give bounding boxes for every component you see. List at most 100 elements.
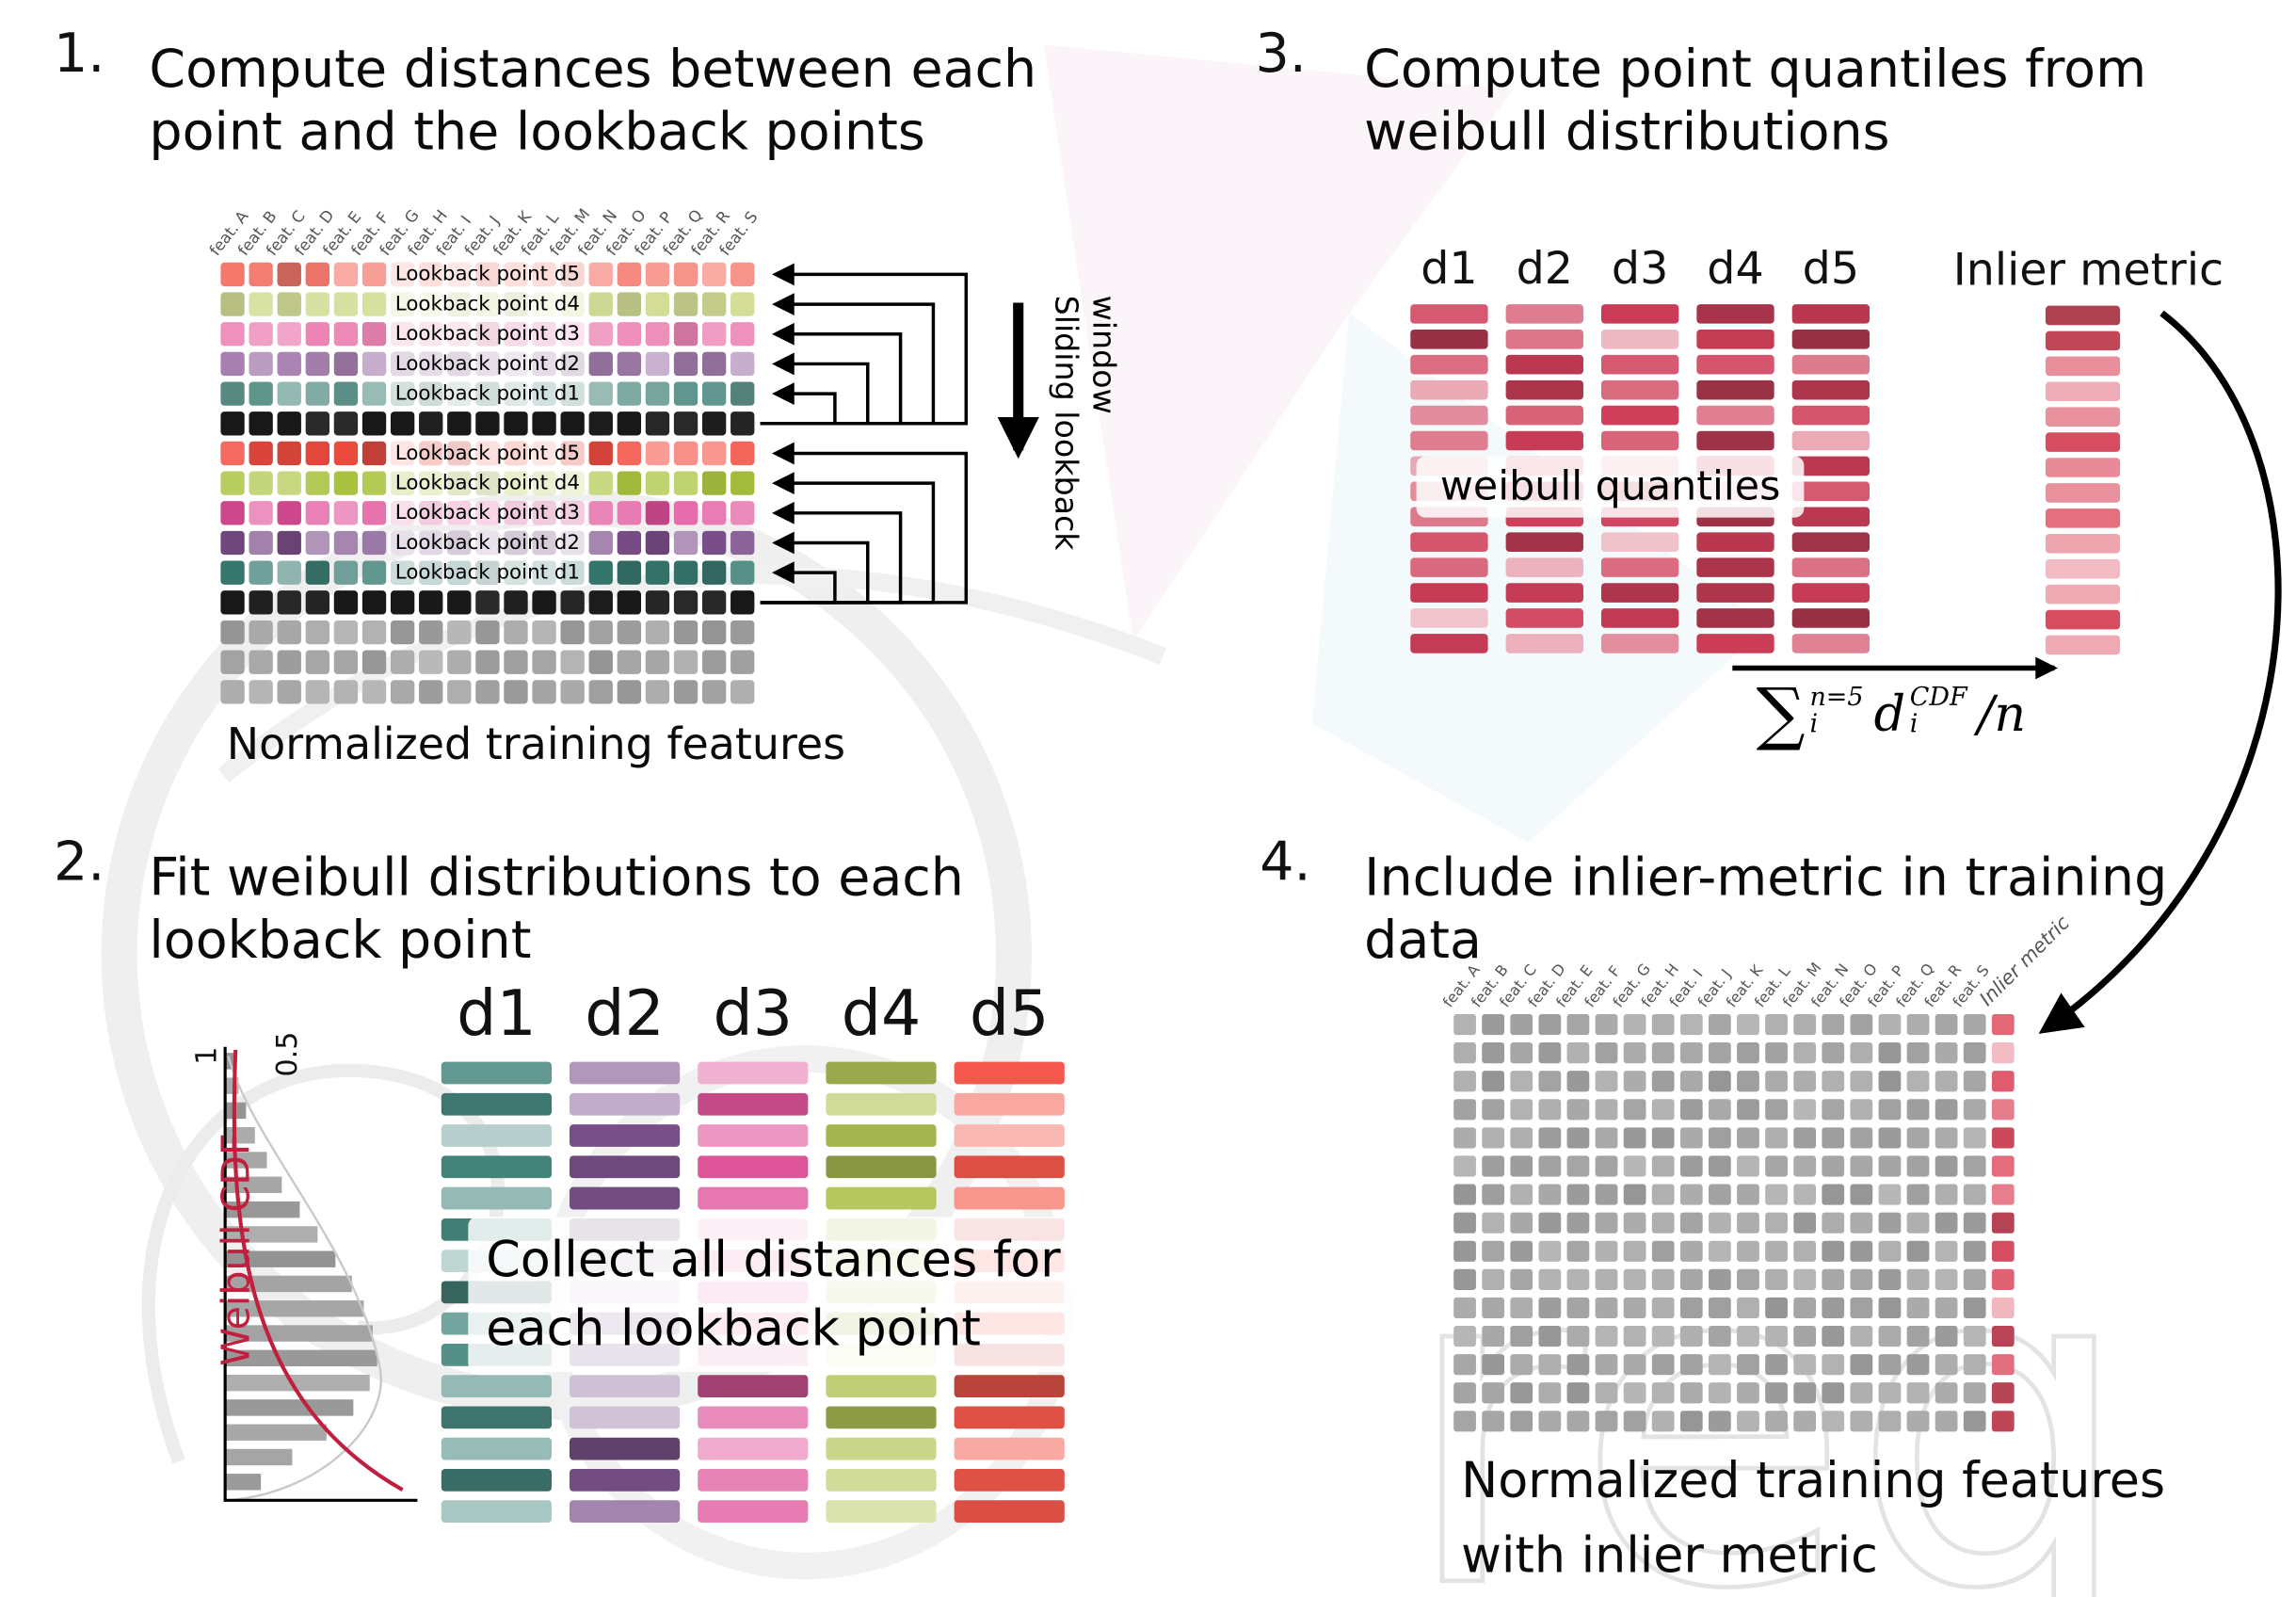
feature-cell [390,680,415,704]
p4-feature-matrix [1453,1013,2015,1439]
feature-cell [1510,1268,1533,1290]
feature-cell [731,471,755,495]
distance-bar [954,1092,1065,1116]
feature-cell [305,650,330,674]
feature-cell [220,501,245,525]
feature-cell [1737,1268,1759,1290]
feature-cell [419,680,443,704]
feature-cell [1963,1382,1986,1404]
distance-bar [826,1124,937,1147]
inlier-cell [1991,1382,2015,1404]
feature-cell [588,680,613,704]
feature-cell [701,560,727,585]
feature-cell [504,620,528,645]
distance-bar [1791,354,1871,375]
feature-cell [1651,1127,1675,1149]
feature-cell [560,590,585,615]
column-header: d1 [1421,243,1478,296]
distance-bar [1791,304,1871,324]
feature-cell [617,650,642,674]
feature-cell [277,381,301,406]
feature-cell [220,471,245,495]
p1-matrix-row [220,650,755,674]
distance-bar [698,1124,809,1147]
feature-cell [617,292,642,316]
feature-cell [701,322,727,347]
feature-cell [731,501,755,525]
distance-bar [954,1186,1065,1210]
feature-cell [1566,1297,1590,1319]
feature-cell [1709,1411,1731,1432]
feature-cell [333,262,359,287]
distance-bar [570,1500,681,1524]
inlier-cell [1991,1071,2015,1092]
feature-cell [249,620,273,645]
p4-number: 4. [1260,831,1311,894]
inlier-cell [1991,1013,2015,1036]
feature-cell [1906,1127,1930,1149]
feature-cell [645,351,670,377]
p1-matrix-row: Lookback point d2 [220,530,755,556]
distance-bar [1791,330,1871,349]
distance-bar [698,1155,809,1179]
feature-cell [731,620,755,645]
feature-cell [532,680,556,704]
feature-cell [333,680,359,704]
feature-cell [305,381,330,406]
feature-cell [673,322,698,347]
p3-overlay-label: weibull quantiles [1416,456,1805,518]
feature-cell [419,590,443,615]
formula-var-sub: i [1909,709,1919,740]
feature-cell [1709,1099,1731,1121]
feature-cell [1566,1240,1590,1262]
feature-cell [1510,1099,1533,1121]
distance-bar [1505,405,1583,426]
feature-cell [1595,1013,1618,1036]
feature-cell [1679,1325,1703,1347]
feature-cell [1765,1155,1788,1177]
p1-matrix-row: Lookback point d5 [220,441,755,466]
feature-cell [1737,1411,1759,1432]
distance-bar [1696,405,1774,426]
feature-cell [1935,1099,1958,1121]
distance-bar [1410,608,1488,628]
feature-cell [1878,1354,1902,1376]
feature-cell [1679,1354,1703,1376]
feature-cell [1963,1099,1986,1121]
feature-cell [504,411,528,436]
feature-cell [1623,1382,1646,1404]
feature-cell [1453,1155,1476,1177]
feature-cell [673,262,698,287]
feature-cell [1878,1325,1902,1347]
feature-cell [1906,1013,1930,1036]
feature-cell [1538,1099,1562,1121]
distance-bar [1505,583,1583,603]
distance-bar [1791,634,1871,653]
distance-column-d1: d1 [1410,243,1488,659]
p1-matrix-row: Lookback point d4 [220,471,755,495]
feature-cell [617,441,642,466]
distance-bar [570,1437,681,1460]
distance-bar [1696,608,1774,628]
feature-cell [645,680,670,704]
distance-bar [698,1500,809,1524]
distance-bar [1696,583,1774,603]
feature-cell [701,381,727,406]
feature-cell [1566,1325,1590,1347]
feature-cell [1651,1297,1675,1319]
distance-bar [441,1500,552,1524]
distance-bar [570,1155,681,1179]
feature-cell [1709,1240,1731,1262]
feature-cell [1651,1099,1675,1121]
feature-cell [701,680,727,704]
distance-bar [1791,608,1871,628]
feature-cell [645,471,670,495]
p1-matrix-row: Lookback point d4 [220,292,755,316]
feature-cell [1651,1382,1675,1404]
feature-cell [1679,1297,1703,1319]
feature-cell [220,411,245,436]
feature-cell [1453,1127,1476,1149]
distance-bar [1410,354,1488,375]
feature-cell [1906,1382,1930,1404]
